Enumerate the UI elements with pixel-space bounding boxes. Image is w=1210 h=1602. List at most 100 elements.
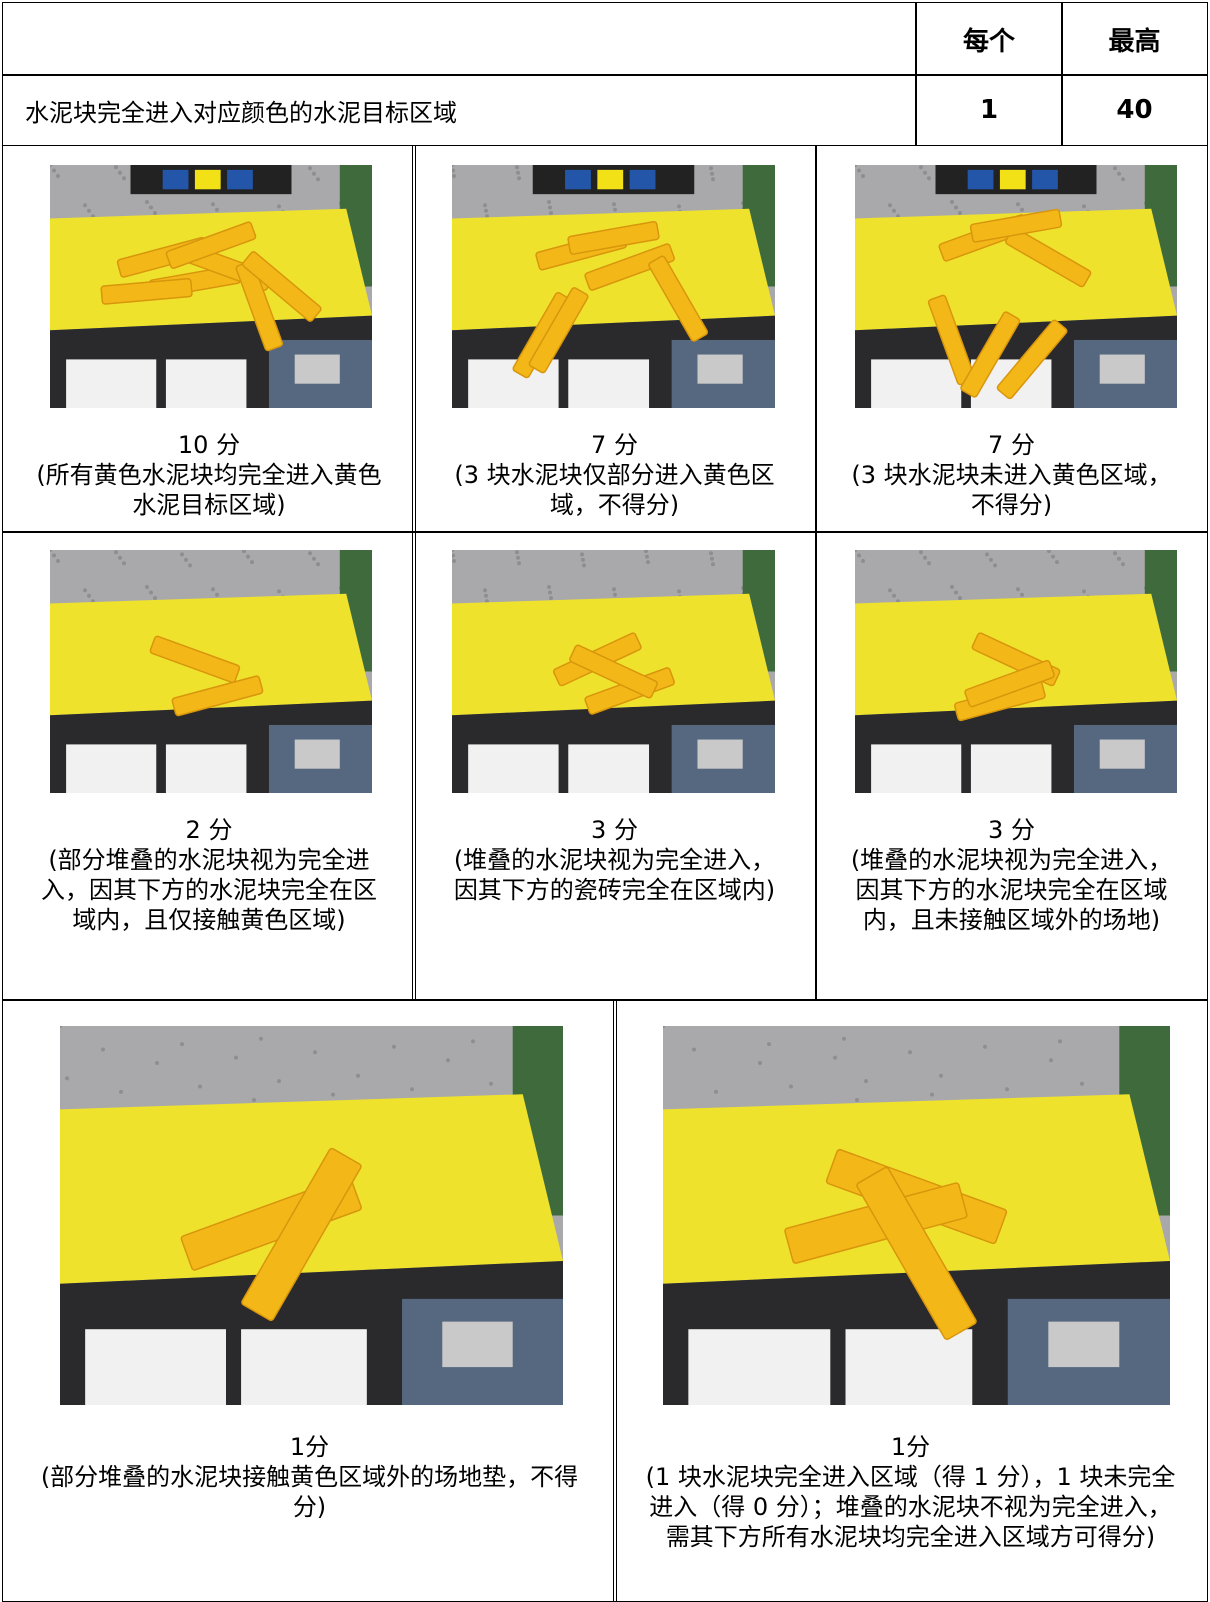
mat-dot	[149, 205, 153, 210]
mat-dot	[1016, 587, 1020, 592]
mat-dot	[644, 550, 648, 554]
mat-dot	[153, 596, 157, 600]
gray-pyramid	[294, 354, 340, 384]
mat-dot	[101, 1047, 105, 1052]
example-note: (3 块水泥块未进入黄色区域，不得分)	[851, 461, 1172, 519]
tray-slot	[597, 169, 624, 190]
mat-dot	[888, 588, 892, 593]
mat-dot	[308, 551, 312, 556]
example-score: 7 分	[591, 431, 638, 459]
mat-dot	[308, 166, 312, 171]
example-score: 10 分	[177, 431, 241, 459]
mat-dot	[581, 557, 585, 562]
header-max: 最高	[1061, 2, 1208, 76]
yellow-brick	[528, 287, 589, 374]
tray-slot	[629, 169, 656, 190]
mat-dot	[87, 593, 91, 598]
mat-dot	[919, 165, 923, 170]
mat-dot	[1047, 550, 1051, 554]
white-tile	[165, 744, 247, 793]
yellow-brick	[100, 277, 193, 305]
mat-dot	[789, 1084, 793, 1089]
example-note: (堆叠的水泥块视为完全进入，因其下方的瓷砖完全在区域内)	[453, 846, 776, 904]
example-caption: 1分 (1 块水泥块完全进入区域（得 1 分），1 块未完全进入（得 0 分）；堆…	[643, 1432, 1178, 1552]
example-score: 7 分	[988, 431, 1035, 459]
mat-dot	[714, 1089, 718, 1094]
example-score: 3 分	[988, 816, 1035, 844]
mat-dot	[145, 585, 149, 589]
mat-dot	[710, 556, 714, 561]
mat-dot	[452, 174, 456, 178]
mat-dot	[547, 585, 551, 589]
white-tile	[568, 359, 650, 408]
white-tile	[468, 744, 559, 793]
yellow-brick	[171, 675, 264, 717]
mat-dot	[52, 168, 56, 173]
mat-dot	[118, 170, 122, 175]
mat-dot	[215, 207, 219, 212]
mat-dot	[60, 1026, 62, 1028]
mat-dot	[1020, 207, 1024, 212]
mat-dot	[471, 1039, 475, 1044]
mat-dot	[612, 202, 616, 207]
example-caption: 10 分 (所有黄色水泥块均完全进入黄色水泥目标区域)	[32, 430, 386, 520]
mat-dot	[1117, 171, 1121, 176]
mat-dot	[452, 553, 455, 558]
mat-dot	[580, 552, 584, 557]
mat-dot	[452, 550, 454, 552]
example-cell	[2, 531, 416, 1001]
yellow-brick	[964, 659, 1055, 708]
mat-dot	[1121, 177, 1125, 182]
mat-dot	[410, 1087, 414, 1092]
mat-dot	[758, 1061, 762, 1065]
tray-slot	[194, 169, 221, 190]
mat-dot	[923, 555, 927, 560]
mat-dot	[646, 560, 650, 565]
mat-dot	[277, 204, 281, 209]
mat-dot	[50, 550, 52, 552]
white-tile	[66, 359, 157, 408]
mat-dot	[927, 176, 931, 181]
mat-dot	[855, 1098, 859, 1102]
mat-dot	[677, 204, 681, 209]
mat-dot	[950, 585, 954, 589]
yellow-brick	[969, 208, 1063, 243]
mat-dot	[50, 165, 52, 167]
mat-dot	[612, 587, 616, 592]
mat-dot	[954, 590, 958, 595]
tray-slot	[1032, 169, 1058, 190]
yellow-brick	[165, 221, 257, 269]
mat-dot	[547, 200, 551, 204]
white-tile	[970, 744, 1052, 793]
mat-dot	[1113, 551, 1117, 556]
mat-dot	[211, 202, 215, 207]
example-caption: 3 分 (堆叠的水泥块视为完全进入，因其下方的瓷砖完全在区域内)	[442, 815, 787, 905]
mat-dot	[954, 205, 958, 210]
mat-dot	[939, 1073, 943, 1078]
mat-dot	[114, 165, 118, 170]
white-tile	[568, 744, 650, 793]
mat-dot	[1082, 204, 1086, 209]
white-tile	[165, 359, 247, 408]
mat-dot	[118, 555, 122, 560]
yellow-brick	[242, 251, 322, 322]
mat-dot	[711, 562, 715, 567]
yellow-brick	[149, 635, 241, 684]
yellow-brick	[648, 255, 709, 342]
mat-dot	[861, 559, 865, 563]
max-points: 40	[1061, 74, 1208, 146]
mat-dot	[149, 590, 153, 595]
example-note: (部分堆叠的水泥块接触黄色区域外的场地垫，不得分)	[40, 1463, 579, 1521]
gray-pyramid	[697, 354, 743, 384]
criterion: 水泥块完全进入对应颜色的水泥目标区域	[2, 74, 917, 146]
example-photo	[663, 1026, 1170, 1405]
mat-dot	[446, 1058, 450, 1063]
mat-dot	[709, 551, 713, 556]
mat-dot	[1016, 202, 1020, 207]
each-points: 1	[915, 74, 1063, 146]
mat-dot	[56, 559, 60, 563]
mat-dot	[114, 550, 118, 555]
mat-dot	[517, 176, 521, 181]
mat-dot	[864, 1079, 868, 1084]
mat-dot	[1005, 1087, 1009, 1092]
